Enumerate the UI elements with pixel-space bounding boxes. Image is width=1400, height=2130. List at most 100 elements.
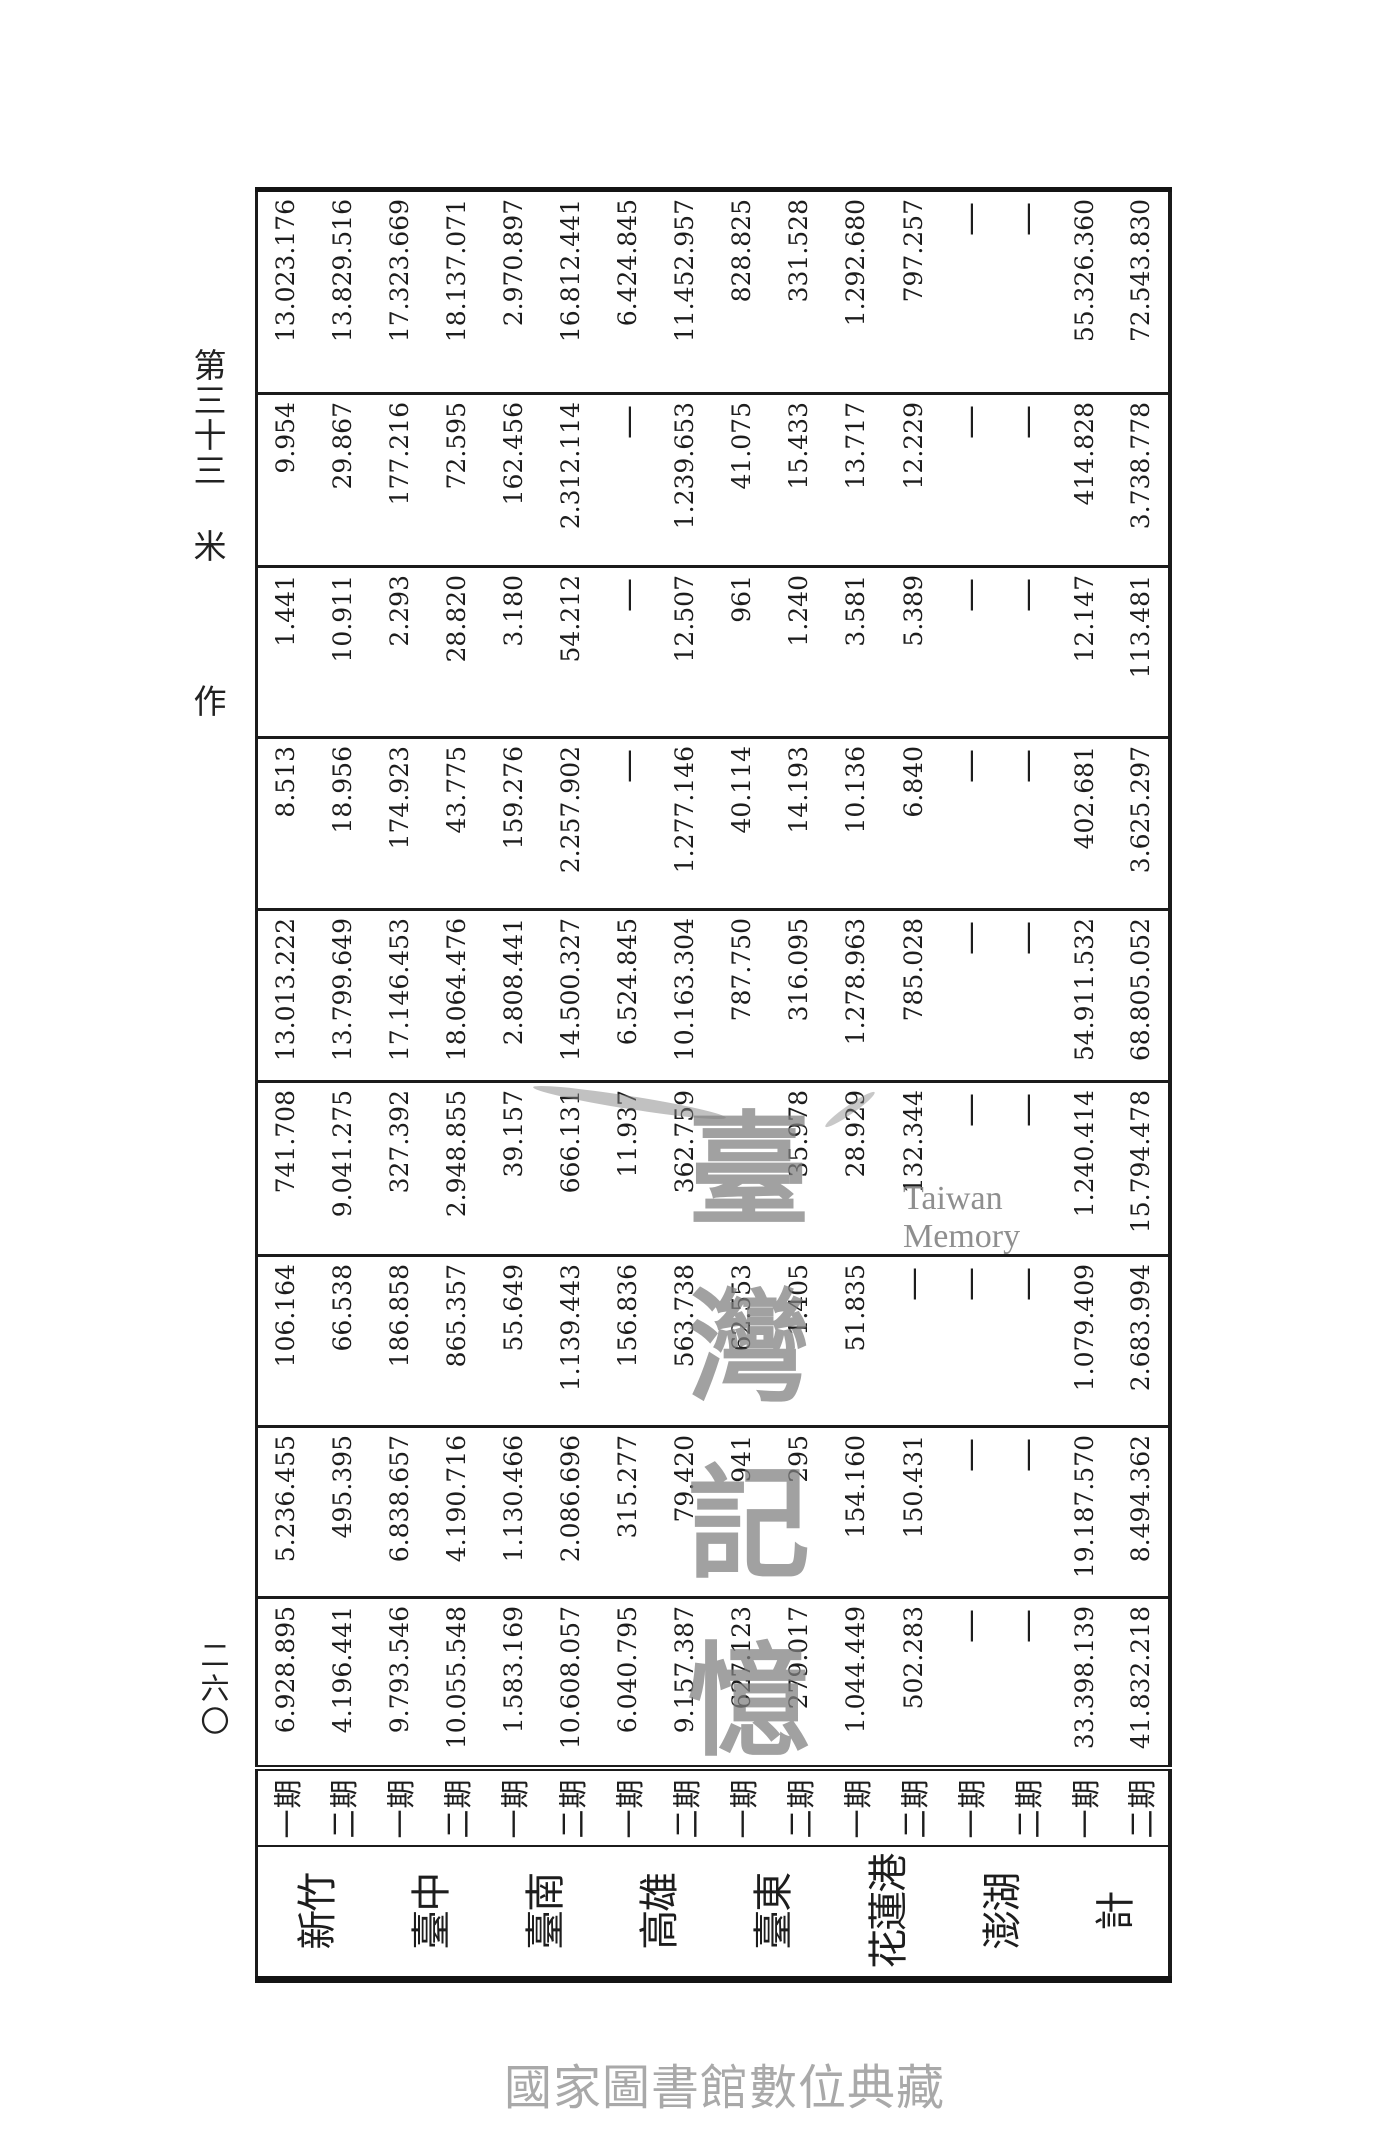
- table-cell-value: —: [998, 566, 1056, 738]
- table-cell-value: —: [941, 737, 999, 910]
- table-cell-value: 113.481: [1112, 566, 1170, 738]
- row-header-period: 二期: [998, 1768, 1056, 1847]
- table-cell-value: —: [998, 1426, 1056, 1598]
- row-header-period: 二期: [656, 1768, 714, 1847]
- row-header-period: 一期: [941, 1768, 999, 1847]
- table-cell-value: 316.095: [770, 909, 828, 1082]
- table-cell-value: 1.240: [770, 566, 828, 738]
- table-cell-value: 1.278.963: [827, 909, 885, 1082]
- table-cell-value: —: [941, 393, 999, 567]
- table-cell-value: 29.867: [313, 393, 371, 567]
- table-row: 二期 — — — — — — — — —: [998, 189, 1056, 1980]
- table-cell-value: 28.820: [427, 566, 485, 738]
- table-cell-value: 11.937: [599, 1081, 657, 1256]
- table-cell-value: 41.832.218: [1112, 1597, 1170, 1769]
- table-cell-value: 8.494.362: [1112, 1426, 1170, 1598]
- table-cell-value: 6.840: [884, 737, 942, 910]
- table-cell-value: 1.239.653: [656, 393, 714, 567]
- row-header-period: 二期: [1112, 1768, 1170, 1847]
- table-cell-value: 6.424.845: [599, 189, 657, 394]
- row-header-period: 二期: [313, 1768, 371, 1847]
- table-cell-value: 2.257.902: [541, 737, 600, 910]
- table-cell-value: 19.187.570: [1055, 1426, 1113, 1598]
- table-cell-value: —: [941, 909, 999, 1082]
- table-cell-value: 5.389: [884, 566, 942, 738]
- table-row: 二期 4.196.441 495.395 66.538 9.041.275 13.799.…: [313, 189, 371, 1980]
- table-cell-value: 79.420: [656, 1426, 714, 1598]
- table-row: 臺東 一期 627.123 941 62.553 787.750 40.114 961 41.0…: [713, 189, 797, 1980]
- table-cell-value: —: [884, 1255, 942, 1427]
- table-cell-value: 12.147: [1055, 566, 1113, 738]
- row-header-period: 一期: [599, 1768, 657, 1847]
- table-cell-value: 941: [713, 1426, 771, 1598]
- row-header-period: 一期: [370, 1768, 428, 1847]
- table-cell-value: 17.323.669: [370, 189, 428, 394]
- table-cell-value: 2.970.897: [484, 189, 542, 394]
- table-cell-value: 865.357: [427, 1255, 485, 1427]
- table-cell-value: 35.978: [770, 1081, 828, 1256]
- table-cell-value: 279.017: [770, 1597, 828, 1769]
- table-cell-value: 495.395: [313, 1426, 371, 1598]
- table-cell-value: 62.553: [713, 1255, 771, 1427]
- table-cell-value: 1.139.443: [541, 1255, 600, 1427]
- row-header-period: 一期: [484, 1768, 542, 1847]
- row-header-region: 高雄: [637, 1873, 684, 1950]
- table-cell-value: 106.164: [256, 1255, 314, 1427]
- table-cell-value: 1.130.466: [484, 1426, 542, 1598]
- row-header-period: 二期: [884, 1768, 942, 1847]
- table-row: 澎湖 一期 — — — — — — — — —: [941, 189, 1026, 1980]
- table-row: 花蓮港 一期 1.044.449 154.160 51.835 28.929 1.278.9…: [827, 189, 912, 1980]
- table-cell-value: 156.836: [599, 1255, 657, 1427]
- table-cell-value: 13.829.516: [313, 189, 371, 394]
- table-cell-value: 72.543.830: [1112, 189, 1170, 394]
- row-header-region: 新竹: [295, 1873, 342, 1950]
- table-cell-value: 10.163.304: [656, 909, 714, 1082]
- row-header-period: 一期: [256, 1768, 314, 1847]
- table-row: 新竹 一期 6.928.895 5.236.455 106.164 741.708 13.0…: [256, 189, 341, 1980]
- table-number-caption: 第三十三 米 作: [183, 348, 231, 719]
- row-header-region: 臺東: [751, 1873, 798, 1950]
- table-cell-value: 9.954: [256, 393, 314, 567]
- table-cell-value: 10.136: [827, 737, 885, 910]
- table-cell-value: 295: [770, 1426, 828, 1598]
- table-cell-value: [713, 1081, 771, 1256]
- table-cell-value: —: [941, 189, 999, 394]
- table-cell-value: 186.858: [370, 1255, 428, 1427]
- row-header-region: 澎湖: [979, 1873, 1026, 1950]
- table-row: 二期 41.832.218 8.494.362 2.683.994 15.794.478…: [1112, 189, 1170, 1980]
- table-cell-value: 9.041.275: [313, 1081, 371, 1256]
- table-cell-value: 18.064.476: [427, 909, 485, 1082]
- table-cell-value: —: [941, 1426, 999, 1598]
- table-cell-value: 3.738.778: [1112, 393, 1170, 567]
- table-cell-value: 331.528: [770, 189, 828, 394]
- table-cell-value: 13.023.176: [256, 189, 314, 394]
- table-cell-value: 150.431: [884, 1426, 942, 1598]
- table-cell-value: 16.812.441: [541, 189, 600, 394]
- table-cell-value: 41.075: [713, 393, 771, 567]
- table-cell-value: 13.013.222: [256, 909, 314, 1082]
- rotated-table-area: 新竹 一期 6.928.895 5.236.455 106.164 741.708 13.0…: [255, 187, 1172, 1983]
- table-cell-value: 12.507: [656, 566, 714, 738]
- table-row: 二期 10.055.548 4.190.716 865.357 2.948.855 18.…: [427, 189, 485, 1980]
- row-header-region: 計: [1092, 1892, 1139, 1931]
- table-cell-value: 2.086.696: [541, 1426, 600, 1598]
- table-cell-value: —: [998, 909, 1056, 1082]
- table-cell-value: 177.216: [370, 393, 428, 567]
- rotated-table-inner: 新竹 一期 6.928.895 5.236.455 106.164 741.708 13.0…: [255, 187, 1172, 1983]
- table-cell-value: —: [998, 1597, 1056, 1769]
- table-cell-value: 8.513: [256, 737, 314, 910]
- table-cell-value: 741.708: [256, 1081, 314, 1256]
- table-cell-value: 4.196.441: [313, 1597, 371, 1769]
- table-cell-value: 66.538: [313, 1255, 371, 1427]
- table-cell-value: 28.929: [827, 1081, 885, 1256]
- table-cell-value: 362.759: [656, 1081, 714, 1256]
- table-row: 二期 9.157.387 79.420 563.738 362.759 10.163.30…: [656, 189, 714, 1980]
- row-header-period: 二期: [541, 1768, 600, 1847]
- table-cell-value: —: [599, 393, 657, 567]
- table-cell-value: —: [941, 1255, 999, 1427]
- table-cell-value: 1.240.414: [1055, 1081, 1113, 1256]
- table-cell-value: —: [599, 566, 657, 738]
- table-cell-value: 1.079.409: [1055, 1255, 1113, 1427]
- row-header-period: 一期: [1055, 1768, 1113, 1847]
